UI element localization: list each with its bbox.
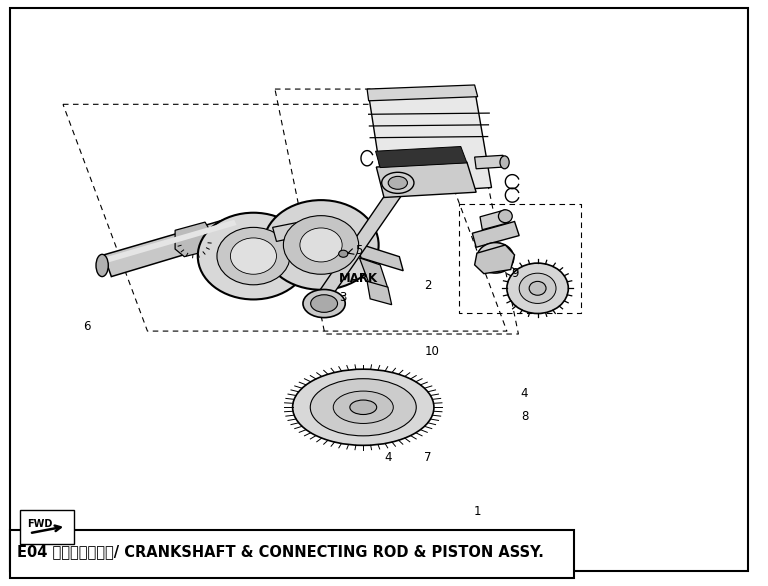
Ellipse shape [382,172,414,193]
Text: MARK: MARK [339,272,378,285]
Ellipse shape [498,210,512,223]
Ellipse shape [263,200,379,289]
Text: 9: 9 [511,267,518,280]
Bar [10,530,574,578]
Ellipse shape [293,369,434,445]
Ellipse shape [388,176,407,189]
Polygon shape [367,85,478,101]
Text: 8: 8 [521,410,528,423]
Polygon shape [367,281,392,305]
Ellipse shape [96,254,108,277]
Text: 6: 6 [83,320,91,333]
Text: 3: 3 [339,291,347,304]
Ellipse shape [310,295,338,312]
Polygon shape [175,222,215,257]
Polygon shape [317,188,407,294]
Polygon shape [376,162,476,197]
Ellipse shape [333,391,393,424]
Text: 10: 10 [424,345,439,358]
Polygon shape [359,258,388,288]
Text: E04 曲柄连杆活塞组/ CRANKSHAFT & CONNECTING ROD & PISTON ASSY.: E04 曲柄连杆活塞组/ CRANKSHAFT & CONNECTING ROD… [17,544,544,560]
Text: 1: 1 [474,505,482,518]
Ellipse shape [529,281,546,295]
Text: 7: 7 [424,451,432,464]
Polygon shape [376,146,467,168]
Ellipse shape [477,243,514,273]
Ellipse shape [283,216,359,274]
Ellipse shape [500,156,509,169]
Ellipse shape [310,379,416,436]
Polygon shape [472,222,519,247]
Ellipse shape [519,273,556,304]
Polygon shape [480,210,508,230]
Ellipse shape [339,250,348,257]
Text: 4: 4 [521,387,528,400]
Ellipse shape [303,289,346,318]
Ellipse shape [197,213,309,299]
Ellipse shape [217,227,290,285]
Ellipse shape [230,238,276,274]
FancyBboxPatch shape [20,510,74,544]
Polygon shape [273,220,315,241]
Text: 2: 2 [424,279,432,292]
Ellipse shape [507,263,568,314]
Ellipse shape [300,228,343,262]
Text: FWD: FWD [27,519,53,530]
Polygon shape [104,220,237,263]
Polygon shape [475,245,515,274]
Polygon shape [475,155,505,169]
Polygon shape [104,217,242,277]
Ellipse shape [350,400,376,414]
Polygon shape [369,89,492,195]
Text: 4: 4 [384,451,392,464]
Text: 5: 5 [355,244,362,257]
Polygon shape [357,243,403,271]
